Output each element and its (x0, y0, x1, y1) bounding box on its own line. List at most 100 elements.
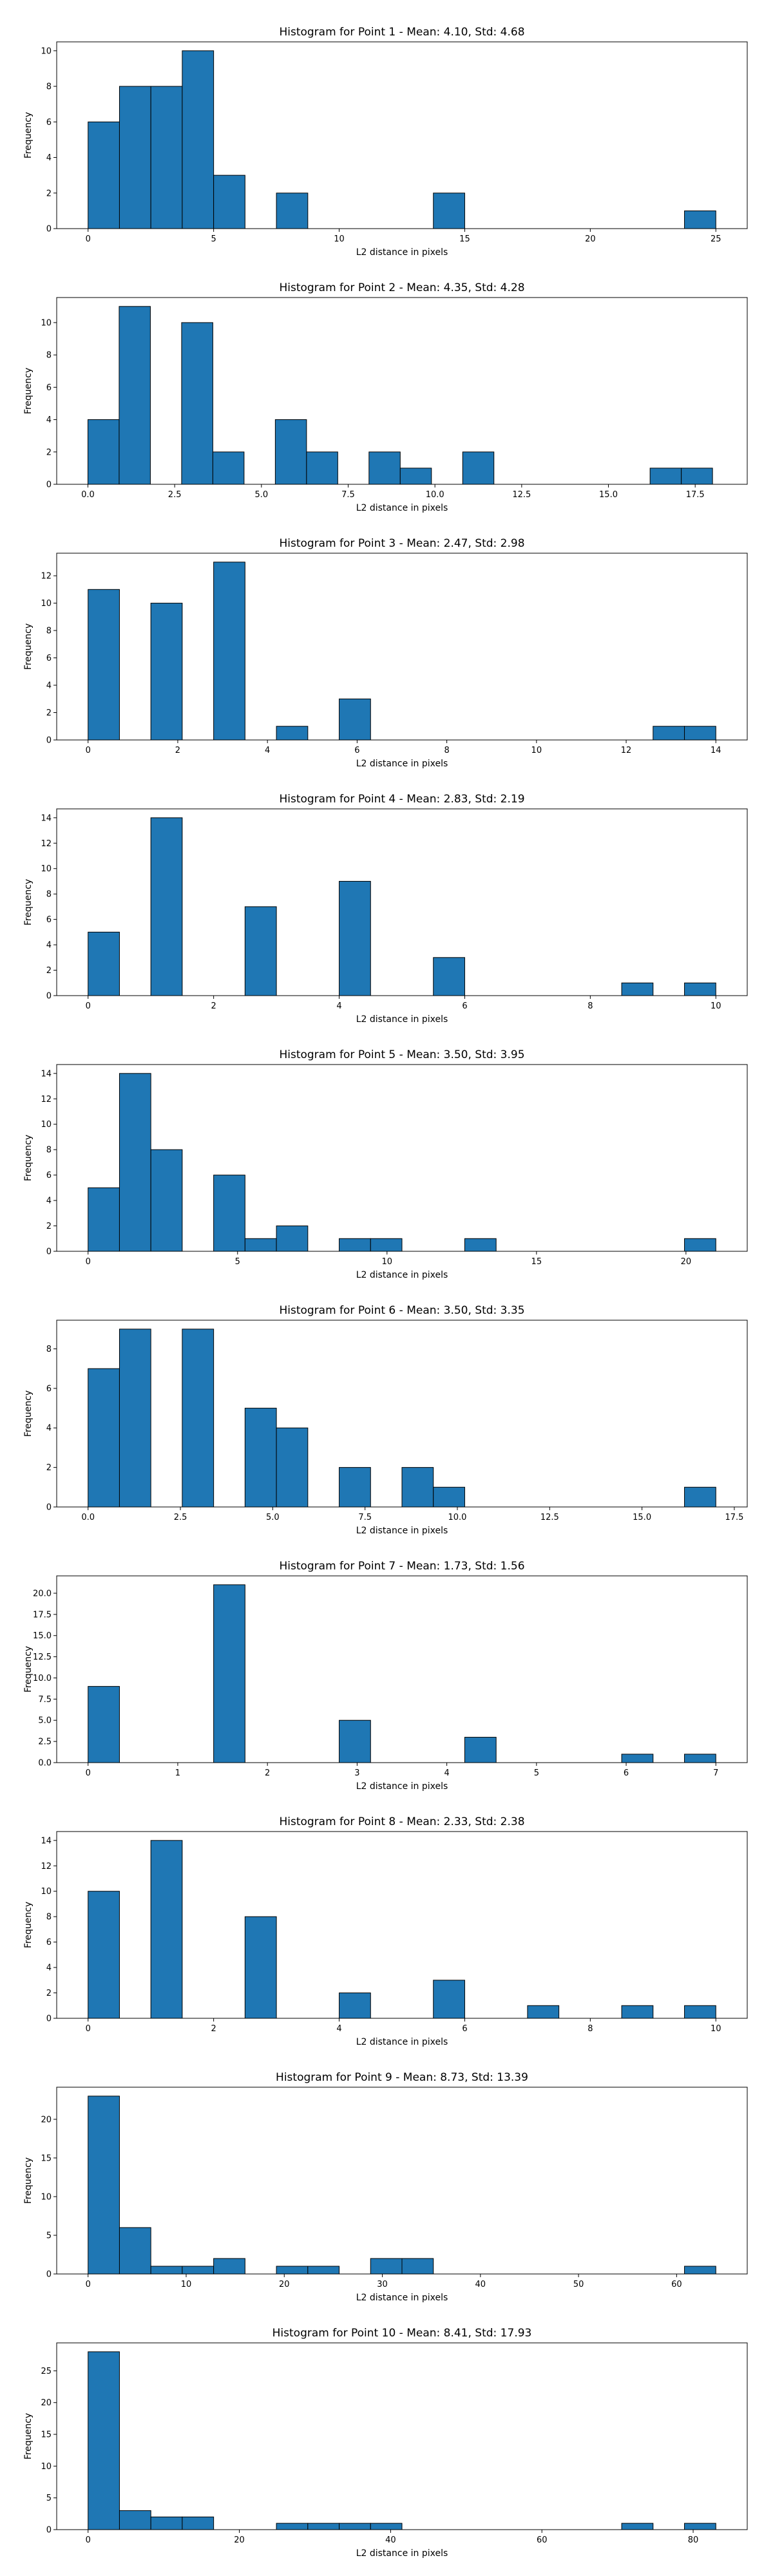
histogram-bar (213, 175, 245, 229)
histogram-panel-3: 0 2 4 6 8 10 12 14 0 2 4 6 8 10 12 Histogram for Point … (23, 537, 748, 769)
x-tick-label: 6 (462, 1001, 467, 1011)
histogram-bar (339, 1993, 371, 2019)
histogram-panel-9: 0 10 20 30 40 50 60 0 5 10 15 20 Histogram for Point… (23, 2071, 748, 2303)
x-axis-label: L2 distance in pixels (356, 2293, 448, 2303)
y-tick-label: 20 (41, 2398, 52, 2408)
y-tick-label: 10 (41, 864, 52, 874)
x-tick-label: 5.0 (254, 490, 268, 500)
y-axis-label: Frequency (23, 1646, 33, 1692)
histogram-bar (119, 306, 151, 485)
histogram-bar (182, 50, 215, 229)
histogram-bar (182, 2266, 215, 2275)
y-axis-label: Frequency (23, 1390, 33, 1437)
x-axis-label: L2 distance in pixels (356, 1781, 448, 1792)
histogram-bar (368, 451, 401, 485)
x-tick-label: 10.0 (426, 490, 444, 500)
histogram-bar (244, 1408, 277, 1508)
y-tick-label: 12 (41, 1862, 52, 1871)
histogram-bar (276, 1427, 309, 1508)
x-tick-label: 0 (86, 1001, 91, 1011)
histogram-bar (527, 2005, 560, 2019)
bars (88, 562, 716, 741)
histogram-bar (307, 2266, 340, 2275)
x-tick-label: 1 (175, 1768, 180, 1778)
histogram-bar (339, 880, 371, 996)
x-tick-label: 10 (181, 2280, 192, 2289)
histogram-bar (370, 1238, 403, 1252)
plot-frame (56, 553, 748, 741)
x-tick-label: 30 (377, 2280, 388, 2289)
y-tick-label: 6 (46, 383, 52, 393)
x-tick-label: 0 (86, 1257, 91, 1267)
histogram-bar (339, 2523, 371, 2530)
y-tick-label: 4 (46, 1424, 52, 1434)
y-axis-label: Frequency (23, 368, 33, 414)
y-tick-label: 8 (46, 351, 52, 361)
bars (88, 2096, 716, 2275)
y-tick-label: 0 (46, 992, 52, 1001)
y-tick-label: 10 (41, 1887, 52, 1897)
histogram-bar (213, 1175, 245, 1252)
histogram-bar (684, 726, 716, 741)
histogram-bar (213, 2258, 245, 2275)
plot-frame (56, 1575, 748, 1763)
y-tick-label: 8 (46, 890, 52, 900)
x-tick-label: 12 (621, 746, 632, 755)
x-tick-label: 17.5 (725, 1513, 743, 1522)
y-tick-label: 6 (46, 654, 52, 663)
x-tick-label: 7.5 (341, 490, 355, 500)
chart-title: Histogram for Point 6 - Mean: 3.50, Std:… (279, 1304, 524, 1317)
y-tick-label: 2 (46, 966, 52, 976)
histogram-bar (684, 2523, 716, 2530)
chart-title: Histogram for Point 7 - Mean: 1.73, Std:… (279, 1560, 524, 1573)
y-tick-label: 6 (46, 118, 52, 128)
y-tick-label: 12 (41, 572, 52, 582)
histogram-panel-1: 0 5 10 15 20 25 0 2 4 6 8 10 Histogram for Point 1 -… (23, 26, 748, 258)
x-tick-label: 2.5 (168, 490, 182, 500)
x-tick-label: 4 (336, 1001, 341, 1011)
y-tick-label: 10 (41, 318, 52, 328)
histogram-bar (150, 2266, 183, 2275)
histogram-bar (433, 1486, 465, 1508)
x-tick-label: 8 (587, 1001, 593, 1011)
bars (88, 2351, 716, 2530)
x-tick-label: 2 (211, 2024, 216, 2034)
x-tick-label: 5.0 (266, 1513, 280, 1522)
chart-title: Histogram for Point 1 - Mean: 4.10, Std:… (279, 26, 524, 39)
bars (88, 1073, 716, 1252)
histogram-bar (401, 2258, 434, 2275)
histogram-panel-10: 0 20 40 60 80 0 5 10 15 20 25 Histogram for Point 1… (23, 2327, 748, 2559)
y-tick-label: 10.0 (33, 1674, 52, 1683)
x-tick-label: 15.0 (633, 1513, 651, 1522)
y-tick-label: 0 (46, 480, 52, 490)
histogram-bar (621, 982, 654, 996)
plot-frame (56, 1064, 748, 1252)
x-tick-label: 10 (334, 234, 345, 244)
histogram-bar (181, 322, 213, 485)
plot-frame (56, 41, 748, 229)
histogram-bar (621, 2005, 654, 2019)
y-tick-label: 10 (41, 1120, 52, 1130)
histogram-bar (276, 2523, 309, 2530)
y-tick-label: 7.5 (38, 1695, 52, 1705)
histogram-bar (684, 1238, 716, 1252)
histogram-bar (306, 451, 338, 485)
bars (88, 1840, 716, 2019)
y-tick-label: 25 (41, 2367, 52, 2376)
x-tick-label: 10 (711, 1001, 721, 1011)
y-tick-label: 12 (41, 839, 52, 849)
x-tick-label: 10 (711, 2024, 721, 2034)
x-tick-label: 25 (711, 234, 721, 244)
x-tick-label: 0 (86, 2535, 91, 2545)
x-tick-label: 10.0 (448, 1513, 467, 1522)
histogram-bar (88, 1187, 120, 1252)
x-tick-label: 6 (462, 2024, 467, 2034)
x-tick-label: 0.0 (81, 490, 95, 500)
x-tick-label: 80 (688, 2535, 699, 2545)
x-tick-label: 8 (444, 746, 449, 755)
x-tick-label: 17.5 (686, 490, 705, 500)
chart-title: Histogram for Point 10 - Mean: 8.41, Std… (272, 2327, 532, 2340)
histogram-bar (150, 817, 183, 996)
histogram-panel-4: 0 2 4 6 8 10 0 2 4 6 8 10 12 14 Histogram for Point 4 … (23, 793, 748, 1025)
y-tick-label: 14 (41, 813, 52, 823)
